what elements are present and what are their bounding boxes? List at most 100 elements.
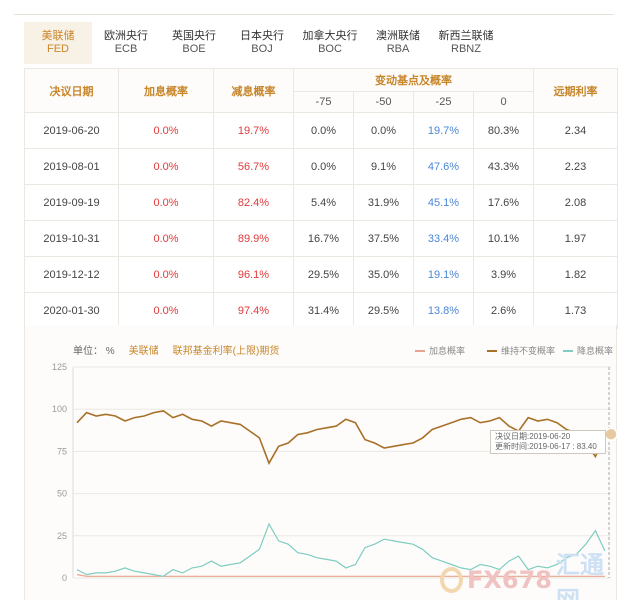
legend-hike[interactable]: 加息概率: [415, 344, 465, 357]
cell-z: 43.3%: [473, 148, 534, 185]
col-header-date: 决议日期: [24, 68, 119, 113]
cell-m75: 31.4%: [293, 292, 354, 329]
cell-cut: 89.9%: [213, 220, 294, 257]
chart-unit: 单位： %: [73, 346, 115, 357]
tab-label-cn: 日本央行: [240, 30, 284, 42]
cell-hike: 0.0%: [118, 220, 214, 257]
tab-rbnz[interactable]: 新西兰联储 RBNZ: [432, 22, 500, 64]
cell-z: 17.6%: [473, 184, 534, 221]
y-tick-label: 125: [52, 362, 67, 372]
cell-m25: 45.1%: [413, 184, 474, 221]
cell-m50: 37.5%: [353, 220, 414, 257]
cell-m25: 47.6%: [413, 148, 474, 185]
watermark-text-b: 汇通网: [556, 551, 604, 600]
tab-label-cn: 美联储: [41, 30, 75, 42]
tab-label-en: BOJ: [251, 43, 273, 55]
tab-boe[interactable]: 英国央行 BOE: [160, 22, 228, 64]
cell-cut: 19.7%: [213, 112, 294, 149]
tab-boc[interactable]: 加拿大央行 BOC: [296, 22, 364, 64]
cell-m50: 9.1%: [353, 148, 414, 185]
cell-z: 2.6%: [473, 292, 534, 329]
legend-cut-swatch: [563, 349, 573, 352]
cell-m75: 0.0%: [293, 148, 354, 185]
col-header-bp-75: -75: [293, 91, 354, 113]
y-tick-label: 75: [57, 446, 67, 456]
watermark: FX678 汇通网: [440, 545, 616, 600]
cell-fwd: 1.73: [533, 292, 618, 329]
cell-m25: 33.4%: [413, 220, 474, 257]
chart-bank: 美联储: [128, 346, 159, 357]
cell-hike: 0.0%: [118, 292, 214, 329]
cell-cut: 97.4%: [213, 292, 294, 329]
chart-tooltip: 决议日期:2019-06-20 更新时间:2019-06-17 : 83.40: [490, 430, 606, 454]
cell-fwd: 2.34: [533, 112, 618, 149]
cell-fwd: 2.23: [533, 148, 618, 185]
tooltip-date: 决议日期:2019-06-20: [495, 432, 571, 441]
col-header-hike: 加息概率: [118, 68, 214, 113]
cell-m50: 35.0%: [353, 256, 414, 293]
legend-hike-swatch: [415, 349, 425, 352]
table-row: 2019-08-01 0.0% 56.7% 0.0% 9.1% 47.6% 43.3% 2.2…: [24, 148, 618, 185]
cell-m75: 0.0%: [293, 112, 354, 149]
y-tick-label: 0: [62, 573, 67, 583]
cell-m75: 16.7%: [293, 220, 354, 257]
col-header-bp-25: -25: [413, 91, 474, 113]
tab-label-cn: 新西兰联储: [438, 30, 494, 42]
rate-monitor-panel: 美联储 FED 欧洲央行 ECB 英国央行 BOE 日本央行 BOJ 加拿大央行 BOC 澳洲联储 R…: [14, 0, 618, 600]
tab-label-en: BOC: [318, 43, 342, 55]
col-header-forward: 远期利率: [533, 68, 618, 113]
cell-fwd: 1.82: [533, 256, 618, 293]
cell-date: 2020-01-30: [24, 292, 119, 329]
tab-ecb[interactable]: 欧洲央行 ECB: [92, 22, 160, 64]
cell-m50: 0.0%: [353, 112, 414, 149]
legend-hold[interactable]: 维持不变概率: [487, 344, 555, 357]
tab-boj[interactable]: 日本央行 BOJ: [228, 22, 296, 64]
cell-date: 2019-12-12: [24, 256, 119, 293]
legend-cut[interactable]: 降息概率: [563, 344, 613, 357]
cell-hike: 0.0%: [118, 112, 214, 149]
legend-hold-swatch: [487, 349, 497, 352]
col-header-cut: 减息概率: [213, 68, 294, 113]
table-row: 2019-10-31 0.0% 89.9% 16.7% 37.5% 33.4% 10.1% 1…: [24, 220, 618, 257]
cell-m50: 31.9%: [353, 184, 414, 221]
chart-desc: 联邦基金利率(上限)期货: [172, 346, 280, 357]
cell-z: 3.9%: [473, 256, 534, 293]
col-header-bp-50: -50: [353, 91, 414, 113]
series-line-cut: [76, 522, 606, 577]
y-tick-label: 50: [57, 489, 67, 499]
y-tick-label: 100: [52, 404, 67, 414]
probability-chart: 单位： % 美联储 联邦基金利率(上限)期货 加息概率 维持不变概率 降息概率 …: [24, 325, 618, 600]
y-tick-label: 25: [57, 531, 67, 541]
table-row: 2019-06-20 0.0% 19.7% 0.0% 0.0% 19.7% 80.3% 2.3…: [24, 112, 618, 149]
cell-fwd: 2.08: [533, 184, 618, 221]
col-header-change-group: 变动基点及概率: [293, 68, 534, 92]
cell-cut: 56.7%: [213, 148, 294, 185]
cell-hike: 0.0%: [118, 184, 214, 221]
tab-rba[interactable]: 澳洲联储 RBA: [364, 22, 432, 64]
cell-date: 2019-10-31: [24, 220, 119, 257]
watermark-text-a: FX678: [467, 566, 552, 594]
tab-label-en: BOE: [182, 43, 206, 55]
top-divider: [14, 14, 614, 15]
table-row: 2019-12-12 0.0% 96.1% 29.5% 35.0% 19.1% 3.9% 1.…: [24, 256, 618, 293]
cell-m75: 29.5%: [293, 256, 354, 293]
cell-cut: 82.4%: [213, 184, 294, 221]
cell-hike: 0.0%: [118, 148, 214, 185]
cell-z: 10.1%: [473, 220, 534, 257]
cell-cut: 96.1%: [213, 256, 294, 293]
tab-label-cn: 加拿大央行: [302, 30, 358, 42]
legend-hold-label: 维持不变概率: [501, 346, 556, 356]
tab-label-cn: 澳洲联储: [376, 30, 420, 42]
tooltip-update: 更新时间:2019-06-17 : 83.40: [495, 442, 597, 451]
cell-date: 2019-08-01: [24, 148, 119, 185]
tab-fed[interactable]: 美联储 FED: [24, 22, 92, 64]
series-line-hike: [76, 574, 605, 577]
central-bank-tabs: 美联储 FED 欧洲央行 ECB 英国央行 BOE 日本央行 BOJ 加拿大央行 BOC 澳洲联储 R…: [24, 22, 500, 64]
cell-m25: 13.8%: [413, 292, 474, 329]
cell-date: 2019-06-20: [24, 112, 119, 149]
cell-z: 80.3%: [473, 112, 534, 149]
cell-m25: 19.7%: [413, 112, 474, 149]
cell-fwd: 1.97: [533, 220, 618, 257]
tab-label-en: RBNZ: [451, 43, 481, 55]
hover-marker: [604, 427, 618, 441]
